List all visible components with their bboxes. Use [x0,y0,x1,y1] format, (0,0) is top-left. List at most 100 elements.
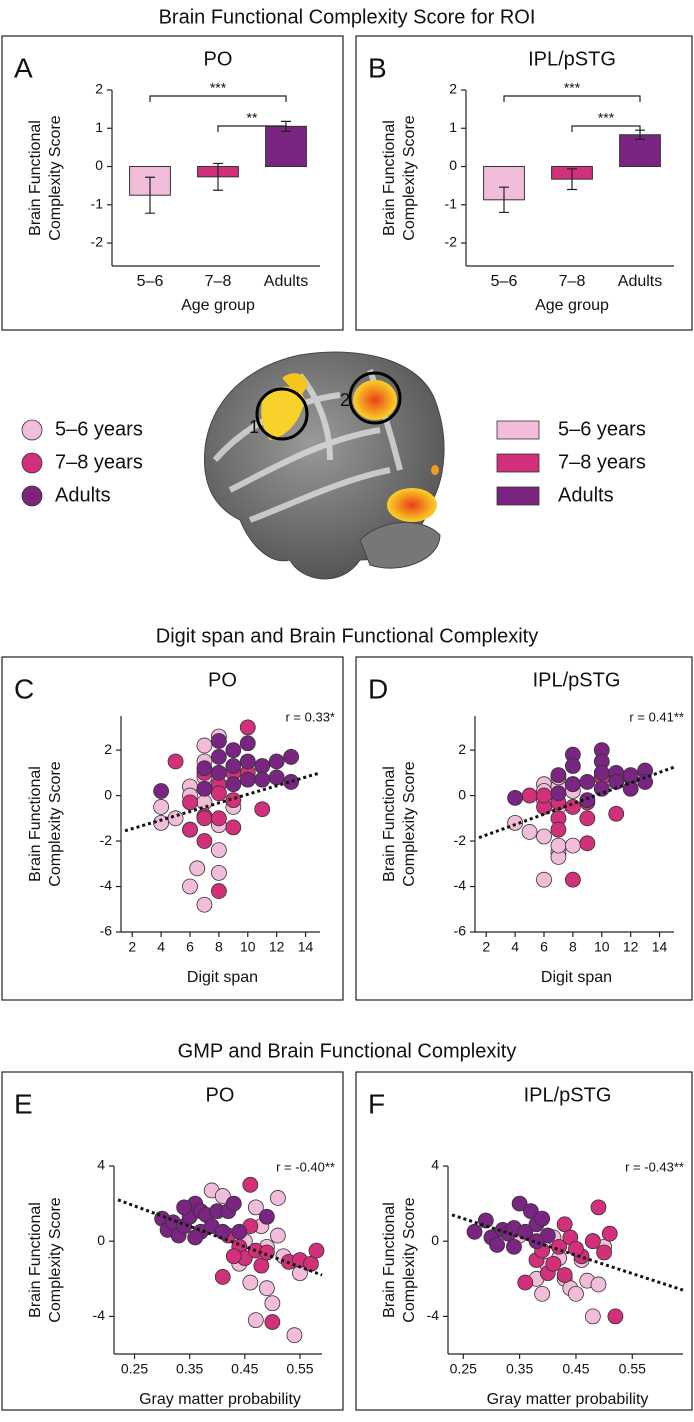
panel: B IPL/pSTG Brain Functional Complexity Scor… [355,35,693,331]
panel-letter: C [14,673,34,704]
bar [265,125,307,168]
scatter-point [242,1176,259,1193]
scatter-point [521,824,538,840]
x-axis-label: Digit span [187,969,258,986]
scatter-point [536,828,552,845]
x-axis-label: Age group [181,297,255,314]
scatter-point [534,1210,551,1227]
y-tick-label: -2 [445,234,458,250]
x-tick-label: 14 [652,939,668,955]
scatter-point [253,1257,270,1274]
scatter-point [568,1285,584,1302]
scatter-point [214,1223,231,1240]
bar [619,134,661,168]
scatter-point [564,837,581,854]
scatter-point [536,871,552,888]
scatter-point [210,810,227,827]
error-bar [213,162,223,191]
legend-marker [21,452,43,474]
y-tick-label: 2 [449,81,457,97]
scatter-point [214,1188,231,1204]
y-axis-label: Brain Functional [381,120,398,236]
scatter-point [182,821,198,838]
scatter-point [308,1242,325,1259]
y-tick-label: 0 [449,157,457,173]
scatter-point [550,821,567,838]
scatter-point [167,753,184,770]
y-axis-label: Complexity Score [401,761,418,886]
legend-label: 7–8 years [558,451,646,473]
panel-frame [1,35,344,331]
panel-title: PO [204,48,233,70]
annotation: r = -0.40** [276,1159,335,1174]
scatter-point [264,1295,281,1312]
x-axis-label: Age group [535,297,609,314]
scatter-point [239,735,256,752]
scatter-point [507,789,524,806]
scatter-point [239,719,256,736]
x-tick-label: 12 [623,939,639,955]
scatter-point [536,787,552,804]
x-tick-label: 4 [511,939,519,955]
scatter-point [607,1308,624,1325]
x-tick-label: 2 [482,939,490,955]
y-tick-label: 0 [458,786,466,802]
scatter-point [210,733,227,749]
y-tick-label: 1 [449,119,457,135]
scatter-point [283,774,300,790]
panel-letter: D [368,673,388,704]
panel: C PO r = 0.33* Brain Functional Complexity S… [1,656,344,1001]
significance-bracket [503,95,641,102]
scatter-point [507,814,524,831]
x-tick-label: Adults [264,273,308,290]
scatter-point [596,1244,613,1261]
scatter-point [593,780,610,797]
heading: Brain Functional Complexity Score for RO… [159,6,536,28]
x-tick-label: 0.55 [286,1361,313,1377]
y-tick-label: 0 [104,786,112,802]
scatter-point [564,799,581,815]
scatter-point [568,1240,584,1257]
scatter-point [196,833,213,849]
scatter-point [564,758,581,774]
scatter-point [225,742,242,759]
x-tick-label: 0.25 [450,1361,477,1377]
panel: D IPL/pSTG r = 0.41** Brain Functional Compl… [355,656,693,1001]
y-axis-label: Complexity Score [47,761,64,886]
y-tick-label: -1 [91,195,104,211]
x-tick-label: 0.35 [176,1361,203,1377]
x-axis-label: Digit span [541,969,612,986]
scatter-point [210,842,227,859]
y-tick-label: 0 [431,1232,439,1248]
scatter-point [556,1216,573,1233]
scatter-point [506,1238,522,1255]
scatter-point [545,1255,562,1272]
annotation: r = -0.43** [625,1159,684,1174]
scatter-point [196,760,213,777]
y-axis-label: Complexity Score [47,1197,64,1322]
scatter-point [247,1199,264,1216]
scatter-point [196,737,213,754]
scatter-point [579,810,596,827]
x-tick-label: 14 [298,939,314,955]
x-tick-label: 10 [240,939,256,955]
scatter-point [196,896,213,913]
x-tick-label: 0.45 [562,1361,589,1377]
scatter-point [593,764,610,781]
panel-letter: B [368,52,387,83]
y-axis-label: Complexity Score [401,1197,418,1322]
error-bar [145,176,155,214]
scatter-point [489,1237,505,1253]
panel-frame [355,656,693,1001]
scatter-point [466,1223,483,1240]
legend-label: 7–8 years [55,451,143,473]
scatter-point [225,758,242,774]
scatter-point [153,814,170,831]
scatter-point [239,753,256,770]
scatter-point [182,794,198,811]
x-tick-label: 0.25 [121,1361,148,1377]
y-tick-label: 0 [95,157,103,173]
x-tick-label: 0.45 [231,1361,258,1377]
scatter-point [182,878,198,895]
